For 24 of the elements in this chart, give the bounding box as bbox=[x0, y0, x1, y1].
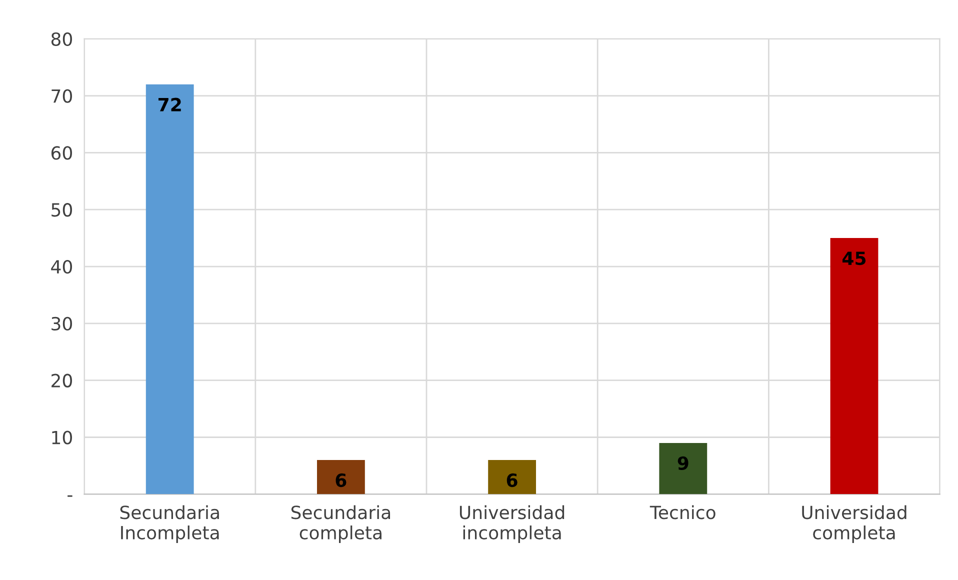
y-tick-label: 50 bbox=[52, 203, 72, 217]
data-label: 72 bbox=[158, 98, 181, 112]
y-tick-label: 60 bbox=[51, 146, 72, 160]
data-label: 6 bbox=[506, 473, 518, 488]
y-tick-label: 10 bbox=[52, 430, 72, 444]
y-tick-label: 80 bbox=[51, 32, 72, 46]
x-tick-label: Secundaria completa bbox=[291, 505, 390, 543]
bar bbox=[146, 84, 194, 494]
x-tick-label: Secundaria Incompleta bbox=[120, 505, 219, 543]
bar bbox=[317, 460, 365, 494]
data-label: 9 bbox=[678, 456, 688, 470]
bar bbox=[830, 238, 878, 494]
y-tick-label: 40 bbox=[51, 260, 72, 274]
x-tick-label: Universidad completa bbox=[802, 505, 906, 543]
y-tick-label: - bbox=[68, 495, 72, 497]
x-tick-label: Tecnico bbox=[650, 505, 716, 520]
bar bbox=[659, 442, 708, 494]
y-tick-label: 20 bbox=[52, 374, 72, 388]
x-tick-label: Universidad incompleta bbox=[460, 505, 564, 543]
data-label: 45 bbox=[842, 252, 866, 266]
data-label: 6 bbox=[336, 473, 346, 488]
y-tick-label: 30 bbox=[52, 316, 72, 331]
y-tick-label: 70 bbox=[52, 89, 72, 103]
bar bbox=[488, 460, 536, 494]
